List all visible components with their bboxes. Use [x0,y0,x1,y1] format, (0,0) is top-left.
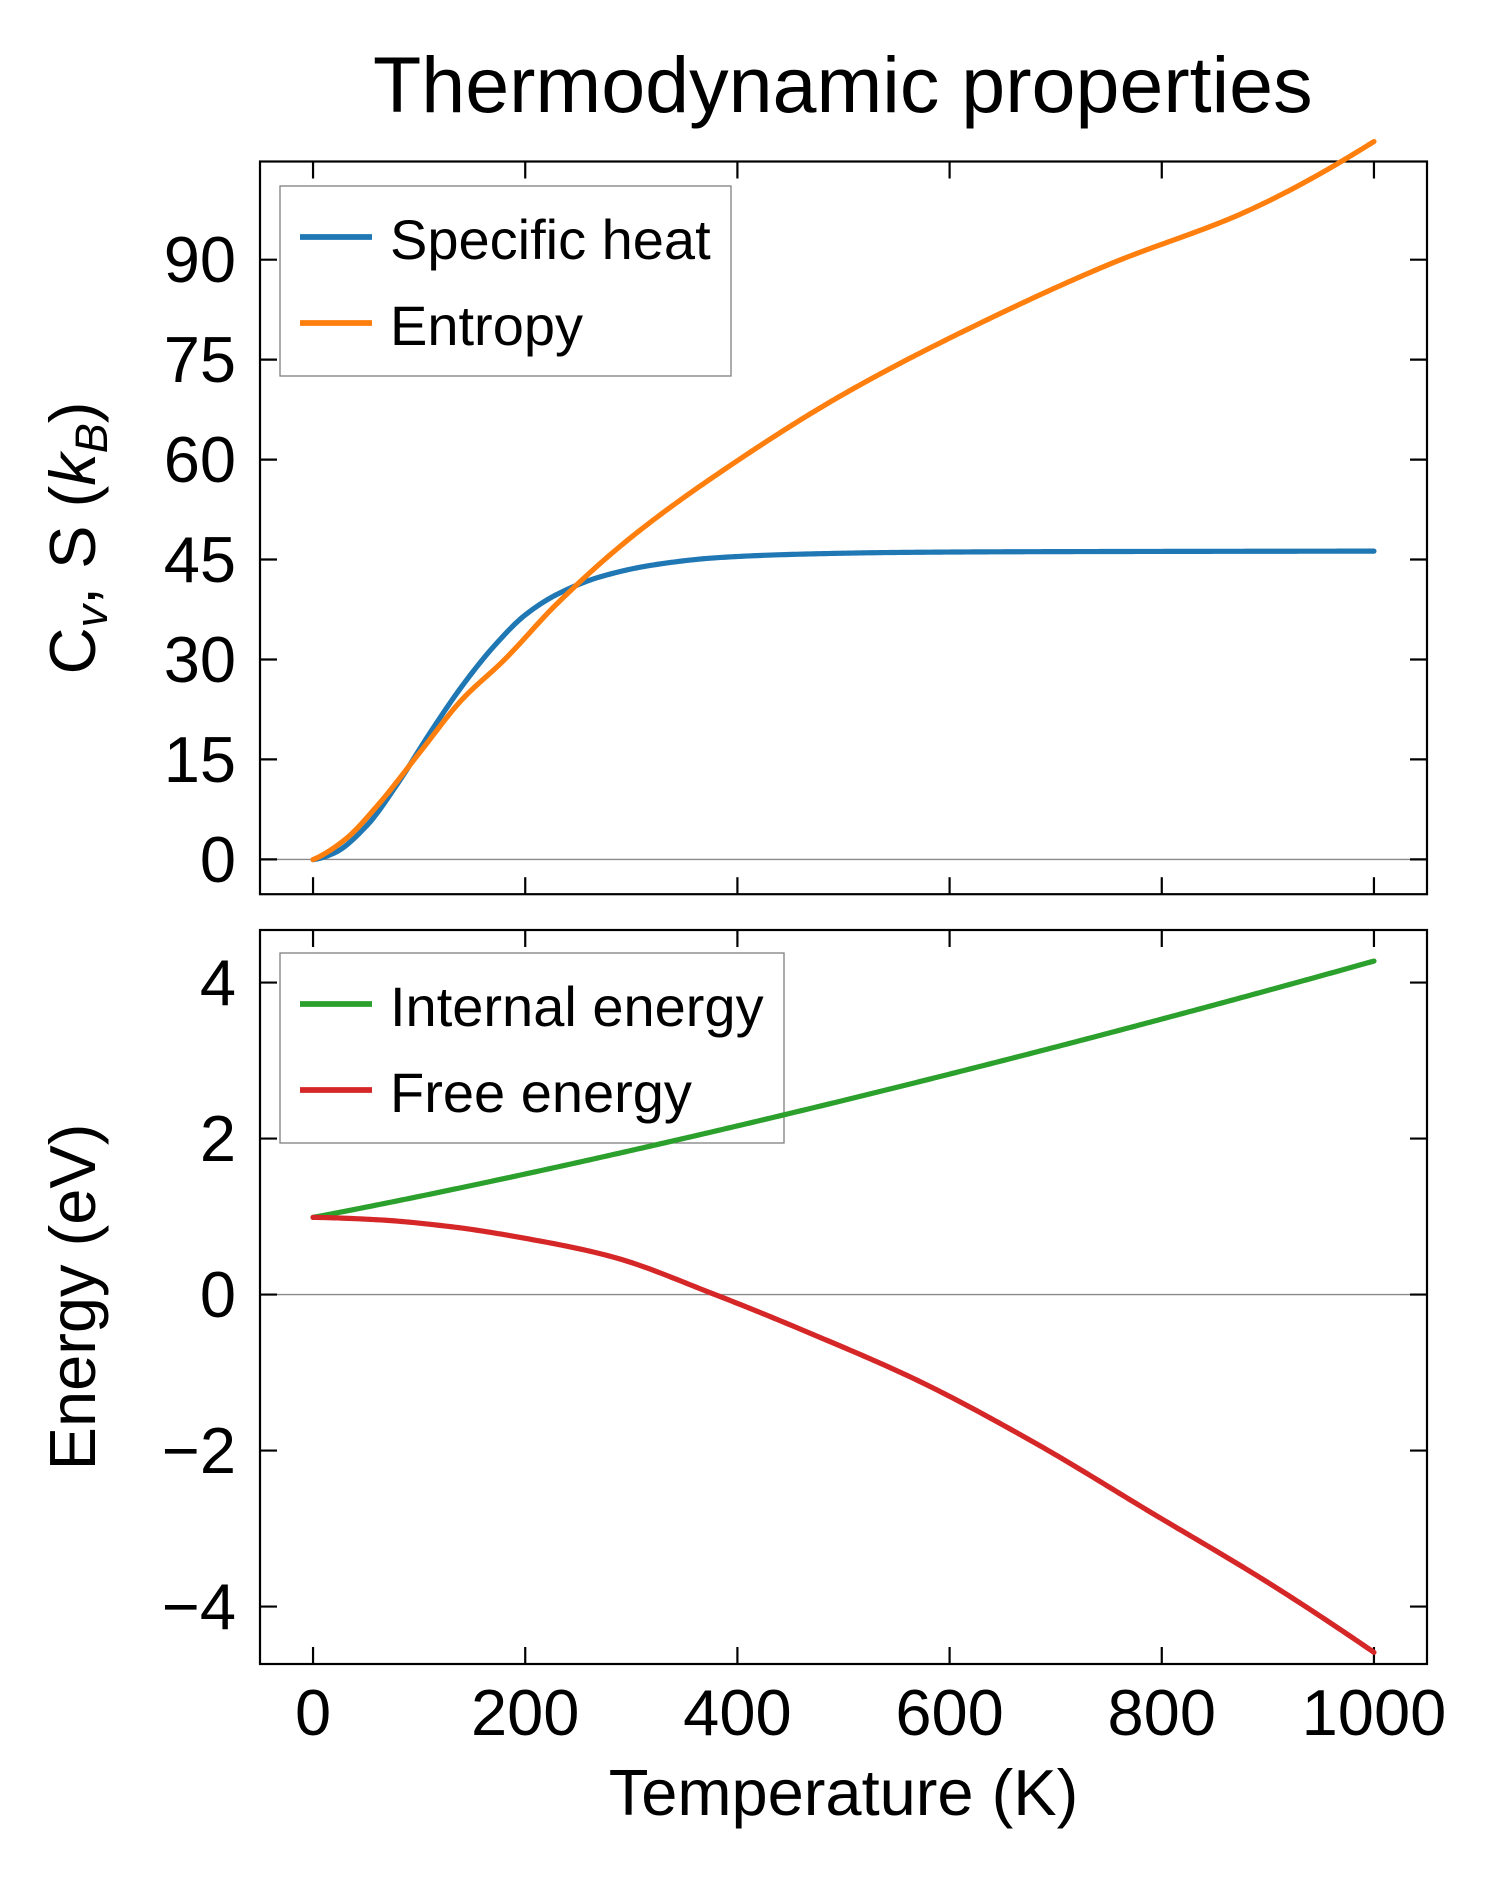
svg-text:0: 0 [200,1258,236,1331]
svg-text:4: 4 [200,946,236,1019]
svg-text:200: 200 [471,1676,579,1749]
svg-text:Energy (eV): Energy (eV) [36,1124,109,1471]
svg-text:60: 60 [164,423,236,496]
svg-text:Entropy: Entropy [390,294,583,357]
svg-text:2: 2 [200,1102,236,1175]
svg-text:Specific heat: Specific heat [390,208,711,271]
svg-text:0: 0 [295,1676,331,1749]
svg-text:45: 45 [164,523,236,596]
svg-text:800: 800 [1108,1676,1216,1749]
svg-text:−4: −4 [162,1570,236,1643]
svg-text:15: 15 [164,723,236,796]
svg-text:30: 30 [164,623,236,696]
svg-text:Thermodynamic properties: Thermodynamic properties [373,40,1313,129]
svg-text:600: 600 [895,1676,1003,1749]
svg-text:0: 0 [200,823,236,896]
svg-text:90: 90 [164,223,236,296]
svg-text:400: 400 [683,1676,791,1749]
svg-text:75: 75 [164,323,236,396]
svg-text:−2: −2 [162,1414,236,1487]
svg-text:Internal energy: Internal energy [390,975,764,1038]
svg-text:1000: 1000 [1302,1676,1447,1749]
svg-text:Free energy: Free energy [390,1061,692,1124]
svg-text:Temperature (K): Temperature (K) [609,1756,1079,1829]
